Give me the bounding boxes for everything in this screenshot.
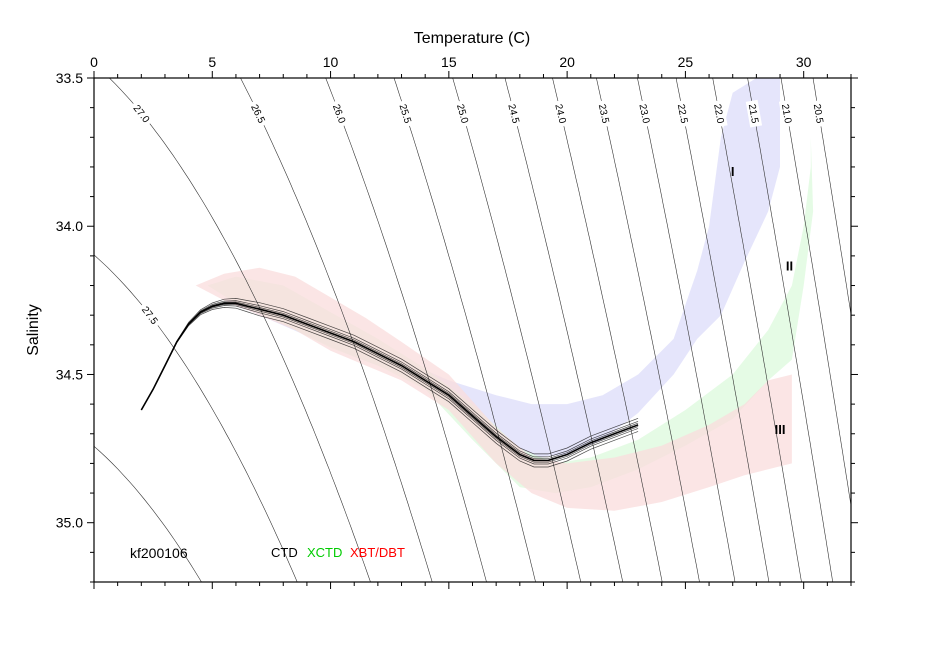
legend-entry-xbt-dbt: XBT/DBT: [350, 545, 405, 560]
ctd-mean-profile: [140, 302, 639, 462]
ctd-profile: [140, 304, 639, 463]
y-tick-label: 34.5: [56, 366, 83, 382]
density-contour-label: 21.5: [746, 103, 760, 125]
density-contour-label: 21.0: [779, 103, 793, 124]
density-contour-label: 25.5: [396, 103, 413, 125]
ctd-profile: [140, 307, 639, 468]
salinity-axis: 33.5 34.0 34.5 35.0: [56, 70, 858, 583]
density-contour-label: 22.0: [711, 103, 725, 125]
density-contour-label: 26.0: [330, 103, 347, 125]
density-contour-label: 24.5: [505, 103, 521, 125]
density-contour-27.5: [94, 254, 298, 582]
x-tick-label: 20: [559, 54, 575, 70]
y-tick-label: 35.0: [56, 515, 83, 531]
region-i-fill: [226, 78, 780, 458]
ctd-profile: [140, 300, 639, 458]
y-tick-label: 34.0: [56, 218, 83, 234]
density-contour-label: 23.0: [636, 103, 651, 125]
temperature-axis: 0 5 10 15 20 25 30: [90, 54, 852, 589]
legend: CTD XCTD XBT/DBT: [271, 545, 405, 560]
density-contour-label: 23.5: [596, 103, 611, 125]
ctd-profile: [140, 301, 639, 460]
x-tick-label: 10: [323, 54, 339, 70]
region-ii-label: II: [786, 259, 793, 274]
x-axis-title: Temperature (C): [414, 30, 530, 47]
y-axis-title: Salinity: [25, 304, 42, 356]
water-mass-regions: [195, 78, 814, 511]
ctd-profile: [140, 298, 639, 455]
density-contour-label: 24.0: [552, 103, 567, 125]
x-tick-label: 30: [796, 54, 812, 70]
cruise-label: kf200106: [130, 545, 188, 561]
region-iii-fill: [195, 267, 792, 511]
region-i-label: I: [731, 164, 735, 179]
density-contour-label: 25.0: [454, 103, 470, 125]
x-tick-label: 0: [90, 54, 98, 70]
ctd-profile: [140, 305, 639, 465]
density-contour-label: 20.5: [811, 103, 825, 124]
legend-entry-xctd: XCTD: [307, 545, 342, 560]
legend-entry-ctd: CTD: [271, 545, 298, 560]
ctd-profiles: [140, 298, 639, 468]
x-tick-label: 15: [441, 54, 457, 70]
density-contour-28: [94, 445, 202, 582]
x-tick-label: 5: [208, 54, 216, 70]
y-tick-label: 33.5: [56, 70, 83, 86]
density-contour-labels: 27.527.0 26.5 26.0 25.5 25.0 24.5 24.0 23.5 23.0…: [128, 99, 827, 330]
region-iii-label: III: [775, 422, 786, 437]
density-contour-label: 22.5: [675, 103, 690, 125]
x-tick-label: 25: [678, 54, 694, 70]
